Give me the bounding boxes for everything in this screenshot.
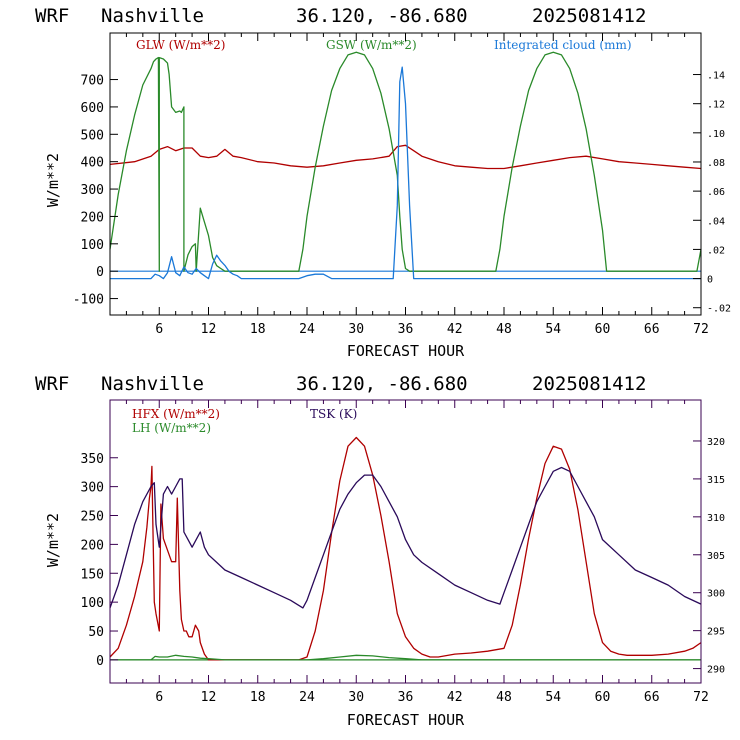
- bottom-ytick-label: 100: [81, 596, 104, 611]
- top-xtick-label: 30: [348, 322, 364, 337]
- top-ytick-label: 400: [81, 156, 104, 171]
- top-header-model: WRF: [35, 5, 69, 27]
- bottom-y-axis-label: W/m**2: [44, 513, 62, 567]
- top-x-axis-label: FORECAST HOUR: [347, 342, 465, 360]
- bottom-series-tsk-line: [109, 466, 702, 609]
- top-xtick-label: 18: [250, 322, 266, 337]
- top-xtick-label: 24: [299, 322, 315, 337]
- top-xtick-label: 72: [693, 322, 709, 337]
- legend-glw: GLW (W/m**2): [136, 38, 225, 52]
- top-header-run: 2025081412: [532, 5, 646, 27]
- legend-cloud: Integrated cloud (mm): [494, 38, 632, 52]
- bottom-y2tick-label: 305: [707, 551, 725, 562]
- top-y2tick-label: .12: [707, 100, 725, 111]
- bottom-xtick-label: 72: [693, 690, 709, 705]
- bottom-y2tick-label: 315: [707, 475, 725, 486]
- top-ytick-label: 700: [81, 74, 104, 89]
- bottom-header-model: WRF: [35, 373, 69, 395]
- bottom-header-run: 2025081412: [532, 373, 646, 395]
- top-xtick-label: 60: [595, 322, 611, 337]
- bottom-ytick-label: 300: [81, 481, 104, 496]
- top-y2tick-label: .04: [707, 216, 725, 227]
- top-ytick-label: 500: [81, 128, 104, 143]
- bottom-xtick-label: 30: [348, 690, 364, 705]
- legend-lh: LH (W/m**2): [132, 421, 211, 435]
- bottom-ytick-label: 50: [88, 625, 104, 640]
- bottom-y2tick-label: 310: [707, 513, 725, 524]
- legend-gsw: GSW (W/m**2): [326, 38, 417, 52]
- bottom-xtick-label: 12: [201, 690, 217, 705]
- bottom-header-location: Nashville: [101, 373, 204, 395]
- top-ytick-label: 300: [81, 183, 104, 198]
- bottom-ytick-label: 250: [81, 510, 104, 525]
- top-y2tick-label: .08: [707, 158, 725, 169]
- bottom-xtick-label: 36: [398, 690, 414, 705]
- bottom-xtick-label: 42: [447, 690, 463, 705]
- bottom-panel: 6 12 18 24 30 36 42 48 54 60 66 72 0 50 100 150 200 250 30…: [44, 399, 725, 729]
- top-panel: 6 12 18 24 30 36 42 48 54 60 66 72 -100 0 100 200 300 400…: [44, 32, 731, 360]
- bottom-series-lh-line: [110, 654, 701, 661]
- legend-tsk: TSK (K): [310, 407, 357, 421]
- top-y-axis-label: W/m**2: [44, 153, 62, 207]
- top-y2tick-label: 0: [707, 275, 713, 286]
- top-ytick-label: 0: [96, 265, 104, 280]
- bottom-ytick-label: 0: [96, 654, 104, 669]
- bottom-xtick-label: 54: [545, 690, 561, 705]
- bottom-xtick-label: 48: [496, 690, 512, 705]
- bottom-y2tick-label: 320: [707, 437, 725, 448]
- top-series-gsw-line: [109, 51, 702, 272]
- bottom-series-hfx-line: [109, 436, 702, 661]
- top-plot-frame: [109, 32, 702, 316]
- bottom-x-axis-label: FORECAST HOUR: [347, 711, 465, 729]
- bottom-plot-frame: [109, 399, 702, 684]
- bottom-xtick-label: 66: [644, 690, 660, 705]
- legend-hfx: HFX (W/m**2): [132, 407, 220, 421]
- bottom-y2tick-label: 295: [707, 627, 725, 638]
- top-ytick-label: -100: [73, 293, 104, 308]
- top-xtick-label: 66: [644, 322, 660, 337]
- bottom-ytick-label: 200: [81, 538, 104, 553]
- top-y2tick-label: .10: [707, 129, 725, 140]
- top-ytick-label: 200: [81, 210, 104, 225]
- top-xtick-label: 12: [201, 322, 217, 337]
- bottom-xtick-label: 18: [250, 690, 266, 705]
- top-xtick-label: 42: [447, 322, 463, 337]
- bottom-y2tick-label: 300: [707, 589, 725, 600]
- bottom-ytick-label: 350: [81, 452, 104, 467]
- top-xtick-label: 48: [496, 322, 512, 337]
- top-y2tick-label: .06: [707, 187, 725, 198]
- bottom-y2tick-label: 290: [707, 665, 725, 676]
- top-ytick-label: 600: [81, 101, 104, 116]
- top-header-location: Nashville: [101, 5, 204, 27]
- top-y2tick-label: -.02: [707, 304, 731, 315]
- top-xtick-label: 36: [398, 322, 414, 337]
- top-y2tick-label: .02: [707, 245, 725, 256]
- top-xtick-label: 54: [545, 322, 561, 337]
- top-ytick-label: 100: [81, 238, 104, 253]
- bottom-xtick-label: 60: [595, 690, 611, 705]
- bottom-ytick-label: 150: [81, 567, 104, 582]
- top-header-coords: 36.120, -86.680: [296, 5, 468, 27]
- bottom-header-coords: 36.120, -86.680: [296, 373, 468, 395]
- top-series-cloud-line: [110, 66, 701, 280]
- bottom-xtick-label: 24: [299, 690, 315, 705]
- bottom-xtick-label: 6: [155, 690, 163, 705]
- top-xtick-label: 6: [155, 322, 163, 337]
- top-y2tick-label: .14: [707, 71, 725, 82]
- top-series-glw-line: [109, 144, 702, 170]
